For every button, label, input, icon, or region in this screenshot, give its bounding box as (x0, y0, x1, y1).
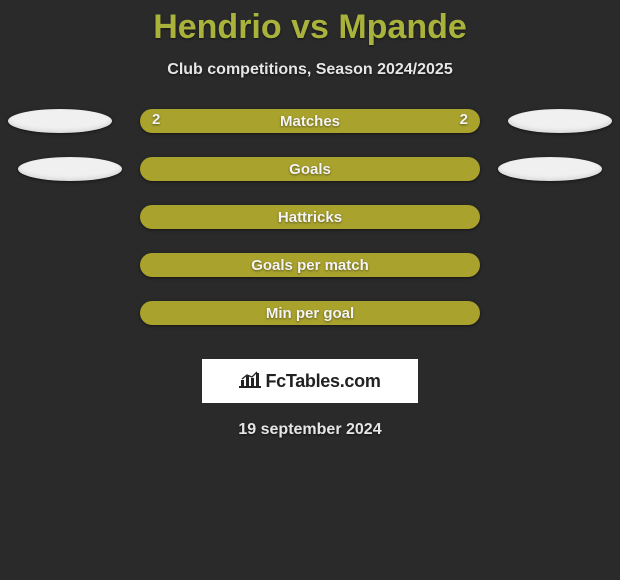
page-subtitle: Club competitions, Season 2024/2025 (0, 61, 620, 79)
stat-row: Goals (0, 157, 620, 181)
branding-text: FcTables.com (265, 371, 380, 392)
stat-bar: Hattricks (140, 205, 480, 229)
stat-label: Goals per match (251, 257, 369, 274)
stat-right-value: 2 (460, 111, 468, 128)
stat-row: Hattricks (0, 205, 620, 229)
stat-row: Goals per match (0, 253, 620, 277)
chart-icon (239, 370, 261, 393)
stat-bar: 2 Matches 2 (140, 109, 480, 133)
stat-bar: Goals per match (140, 253, 480, 277)
player-right-marker (508, 109, 612, 133)
stat-bar: Min per goal (140, 301, 480, 325)
comparison-widget: Hendrio vs Mpande Club competitions, Sea… (0, 0, 620, 439)
stat-label: Goals (289, 161, 331, 178)
branding-box[interactable]: FcTables.com (202, 359, 418, 403)
stats-list: 2 Matches 2 Goals Hattricks Goals per match Mi… (0, 109, 620, 325)
stat-label: Min per goal (266, 305, 354, 322)
stat-bar: Goals (140, 157, 480, 181)
player-right-marker (498, 157, 602, 181)
page-title: Hendrio vs Mpande (0, 8, 620, 47)
stat-row: 2 Matches 2 (0, 109, 620, 133)
stat-label: Matches (280, 113, 340, 130)
stat-row: Min per goal (0, 301, 620, 325)
player-left-marker (8, 109, 112, 133)
date-label: 19 september 2024 (0, 421, 620, 439)
stat-left-value: 2 (152, 111, 160, 128)
stat-label: Hattricks (278, 209, 342, 226)
player-left-marker (18, 157, 122, 181)
